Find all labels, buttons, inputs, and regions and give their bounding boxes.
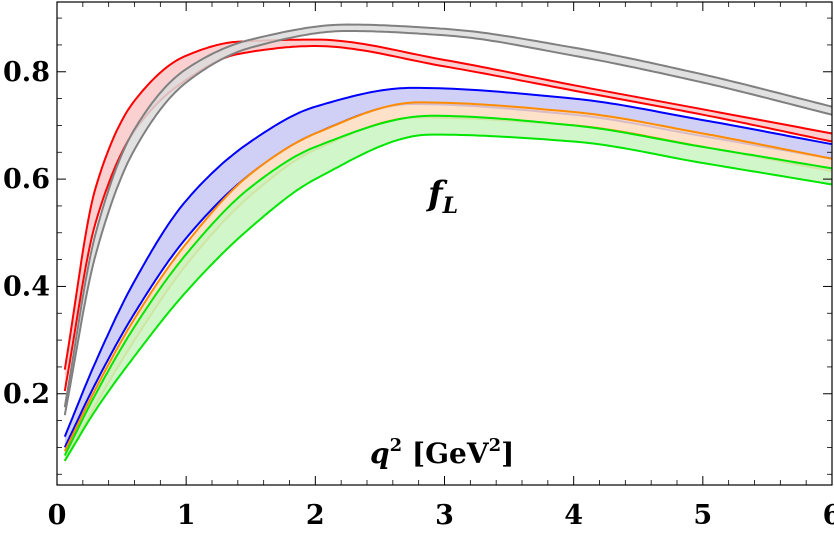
band-1-upper-line — [63, 23, 833, 408]
band-4-lower-line — [63, 133, 833, 462]
band-4-area — [64, 115, 833, 461]
x-tick-label: 4 — [564, 500, 583, 531]
x-tick-label: 2 — [306, 500, 325, 531]
fl-annotation: fL — [426, 174, 458, 219]
y-tick-label: 0.8 — [3, 57, 50, 88]
band-1-lower-line — [63, 30, 833, 416]
band-0-lower-line — [63, 45, 833, 392]
x-tick-label: 5 — [693, 500, 712, 531]
band-4-upper-line — [63, 114, 833, 456]
band-2-upper-line — [63, 86, 833, 438]
y-tick-label: 0.4 — [3, 271, 50, 302]
bands-layer — [63, 23, 833, 462]
band-3-upper-line — [63, 101, 833, 452]
y-tick-label: 0.6 — [3, 164, 50, 195]
x-tick-label: 6 — [823, 500, 834, 531]
x-axis-label: q2 [GeV2] — [370, 435, 514, 470]
y-tick-label: 0.2 — [3, 379, 50, 410]
x-tick-label: 0 — [48, 500, 67, 531]
x-tick-label: 1 — [177, 500, 196, 531]
ticks-layer: 0 1 2 3 4 5 6 0.2 0.4 0.6 0.8 — [3, 2, 834, 531]
x-tick-label: 3 — [435, 500, 454, 531]
